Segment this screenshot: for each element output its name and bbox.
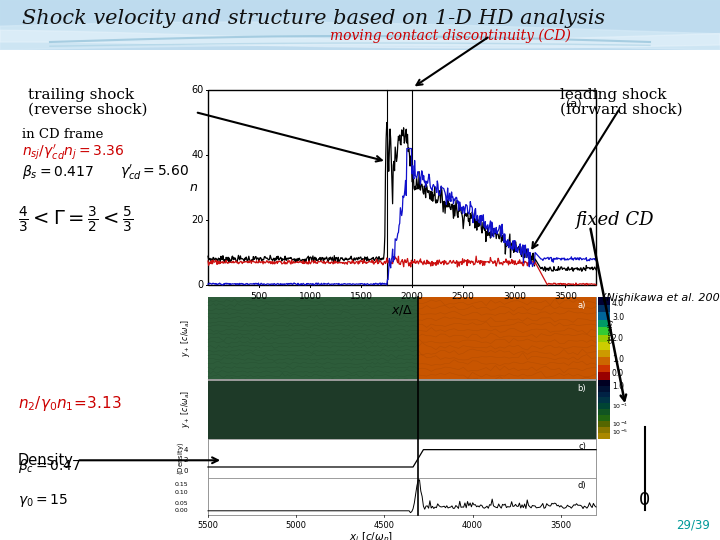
Bar xyxy=(208,478,596,515)
Text: 0.15: 0.15 xyxy=(174,482,188,487)
Text: $n_2/\gamma_0 n_1\!=\!3.13$: $n_2/\gamma_0 n_1\!=\!3.13$ xyxy=(18,394,122,413)
Text: 40: 40 xyxy=(192,150,204,160)
Bar xyxy=(598,380,610,386)
Text: 4.0: 4.0 xyxy=(612,299,624,308)
Bar xyxy=(598,357,610,365)
Bar xyxy=(598,397,610,403)
Text: 3.0: 3.0 xyxy=(612,313,624,322)
Text: trailing shock: trailing shock xyxy=(28,88,134,102)
Text: 3000: 3000 xyxy=(503,292,526,301)
Text: 2500: 2500 xyxy=(452,292,474,301)
Text: $10^{-4}$: $10^{-4}$ xyxy=(612,420,628,429)
Bar xyxy=(208,438,596,478)
Text: 29/39: 29/39 xyxy=(676,519,710,532)
Bar xyxy=(598,320,610,327)
Bar xyxy=(208,379,596,381)
Text: 4500: 4500 xyxy=(374,521,395,530)
Text: $\beta_c = 0.47$: $\beta_c = 0.47$ xyxy=(18,457,81,475)
Text: 2.0: 2.0 xyxy=(612,334,624,343)
Bar xyxy=(598,350,610,357)
Text: $n_{sj}/ \gamma_{cd}^{\prime} n_j = 3.36$: $n_{sj}/ \gamma_{cd}^{\prime} n_j = 3.36… xyxy=(22,142,125,162)
Bar xyxy=(598,297,610,305)
Text: 20: 20 xyxy=(192,215,204,225)
Bar xyxy=(208,297,596,515)
Text: 3500: 3500 xyxy=(554,292,577,301)
Text: 1.0: 1.0 xyxy=(612,355,624,363)
Bar xyxy=(208,380,596,438)
Text: 0: 0 xyxy=(198,280,204,290)
Text: $x_i\ [c/\omega_p]$: $x_i\ [c/\omega_p]$ xyxy=(349,531,393,540)
Bar xyxy=(598,386,610,392)
Bar xyxy=(598,327,610,335)
Bar xyxy=(598,335,610,342)
Text: 0.10: 0.10 xyxy=(174,490,188,495)
Bar xyxy=(598,342,610,350)
Text: 2: 2 xyxy=(184,457,188,463)
Text: 60: 60 xyxy=(192,85,204,95)
Bar xyxy=(598,305,610,312)
Text: (reverse shock): (reverse shock) xyxy=(28,103,148,117)
Text: 0.0: 0.0 xyxy=(612,369,624,378)
Text: $10^{-1}$: $10^{-1}$ xyxy=(612,402,628,411)
Text: 0: 0 xyxy=(184,468,188,474)
Text: 5000: 5000 xyxy=(286,521,307,530)
Bar xyxy=(598,415,610,421)
Text: 1500: 1500 xyxy=(350,292,373,301)
Bar xyxy=(598,365,610,372)
Text: $\langle$Density$\rangle$: $\langle$Density$\rangle$ xyxy=(174,442,186,475)
Text: fixed CD: fixed CD xyxy=(575,211,654,229)
Text: $\frac{4}{3} < \Gamma = \frac{3}{2} < \frac{5}{3}$: $\frac{4}{3} < \Gamma = \frac{3}{2} < \f… xyxy=(18,205,134,235)
Text: in CD frame: in CD frame xyxy=(22,127,104,140)
Text: 1000: 1000 xyxy=(299,292,322,301)
Text: a): a) xyxy=(577,301,586,310)
Text: 500: 500 xyxy=(251,292,268,301)
Text: $\beta_s = 0.417$: $\beta_s = 0.417$ xyxy=(22,163,94,181)
Text: $10^{-5}$: $10^{-5}$ xyxy=(612,427,628,437)
Text: b): b) xyxy=(577,384,586,393)
Text: 0.00: 0.00 xyxy=(174,508,188,513)
Text: 5500: 5500 xyxy=(197,521,218,530)
Bar xyxy=(598,392,610,397)
Text: 0.05: 0.05 xyxy=(174,501,188,507)
Bar xyxy=(598,427,610,433)
Text: 1.0: 1.0 xyxy=(612,382,624,391)
Text: density: density xyxy=(608,318,614,343)
Text: leading shock: leading shock xyxy=(560,88,667,102)
Text: 3500: 3500 xyxy=(550,521,571,530)
Text: (a): (a) xyxy=(566,98,582,108)
Bar xyxy=(208,297,418,380)
Text: (forward shock): (forward shock) xyxy=(560,103,683,117)
Text: $x/\Delta$: $x/\Delta$ xyxy=(391,303,413,317)
Bar xyxy=(208,90,596,285)
Bar xyxy=(598,372,610,380)
Text: c): c) xyxy=(578,442,586,451)
Text: (Nishikawa et al. 2009): (Nishikawa et al. 2009) xyxy=(602,293,720,303)
Bar xyxy=(598,403,610,409)
Text: Shock velocity and structure based on 1-D HD analysis: Shock velocity and structure based on 1-… xyxy=(22,9,605,28)
Text: $y_+\ [c/\omega_a]$: $y_+\ [c/\omega_a]$ xyxy=(179,390,192,428)
Text: 4000: 4000 xyxy=(462,521,483,530)
Bar xyxy=(598,312,610,320)
Text: 2000: 2000 xyxy=(401,292,423,301)
Text: $\gamma_{cd}^{\prime} = 5.60$: $\gamma_{cd}^{\prime} = 5.60$ xyxy=(120,163,189,181)
Bar xyxy=(598,433,610,438)
Text: d): d) xyxy=(577,481,586,490)
Bar xyxy=(598,409,610,415)
Text: n: n xyxy=(190,181,198,194)
Text: $\gamma_0 = 15$: $\gamma_0 = 15$ xyxy=(18,492,68,509)
Text: 0: 0 xyxy=(639,491,651,509)
Text: Density: Density xyxy=(18,453,218,468)
Bar xyxy=(598,421,610,427)
Text: $y_+\ [c/\omega_a]$: $y_+\ [c/\omega_a]$ xyxy=(179,320,192,357)
Text: 4: 4 xyxy=(184,448,188,454)
Text: moving contact discontinuity (CD): moving contact discontinuity (CD) xyxy=(330,29,570,43)
Bar xyxy=(418,297,596,380)
